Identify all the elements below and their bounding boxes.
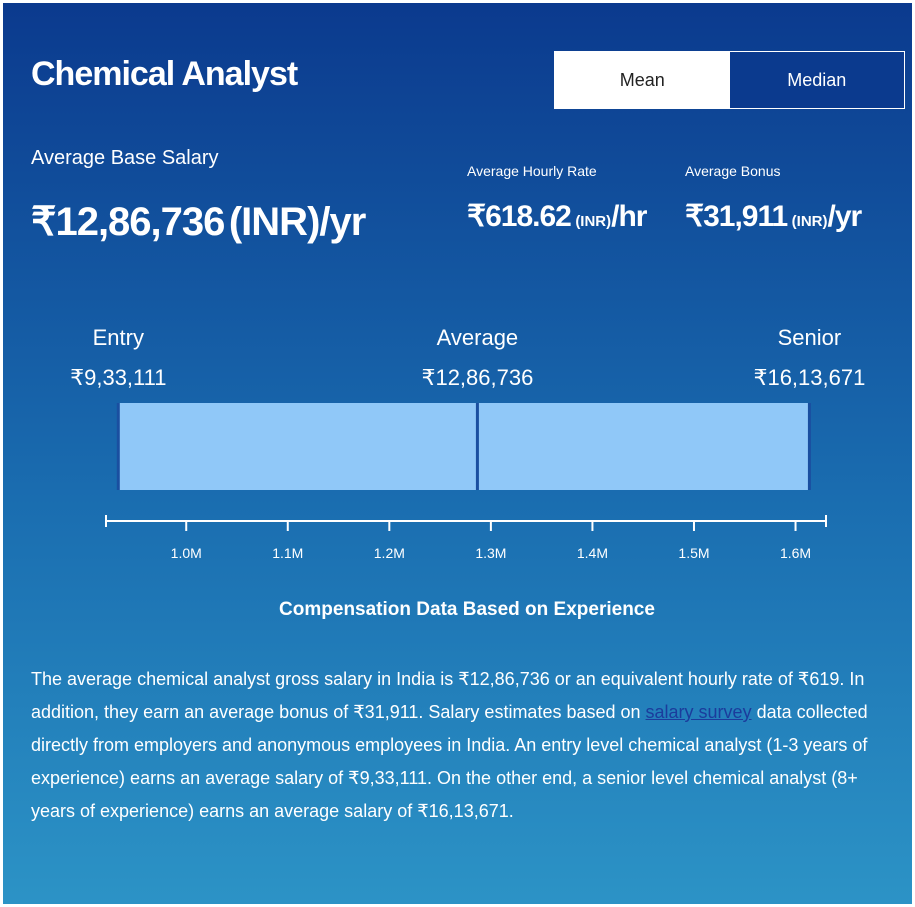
x-tick-label: 1.5M xyxy=(678,545,709,561)
stat-label: Average Base Salary xyxy=(31,147,219,169)
per: /hr xyxy=(611,200,647,233)
stat-value: ₹31,911 (INR)/yr xyxy=(685,199,862,234)
x-tick-label: 1.4M xyxy=(577,545,608,561)
text: data collected directly from employers a… xyxy=(31,702,868,821)
value: ₹12,86,736 xyxy=(31,200,225,244)
value: ₹31,911 xyxy=(685,200,788,233)
level-label: Entry xyxy=(93,325,144,350)
stat-value: ₹12,86,736 (INR)/yr xyxy=(31,199,366,245)
chart-title: Compensation Data Based on Experience xyxy=(279,599,655,620)
unit: (INR) xyxy=(228,200,321,244)
level-value: ₹9,33,111 xyxy=(70,365,166,390)
level-label: Senior xyxy=(778,325,842,350)
x-tick-label: 1.6M xyxy=(780,545,811,561)
x-tick-label: 1.1M xyxy=(272,545,303,561)
level-value: ₹16,13,671 xyxy=(753,365,865,390)
link[interactable]: salary survey xyxy=(645,702,752,722)
stat-label: Average Hourly Rate xyxy=(467,163,597,179)
stat-label: Average Bonus xyxy=(685,163,781,179)
unit: (INR) xyxy=(791,213,828,230)
job-title: Chemical Analyst xyxy=(31,55,298,93)
mean-button[interactable]: Mean xyxy=(555,52,730,108)
range-bar xyxy=(118,403,810,490)
value: ₹618.62 xyxy=(467,200,572,233)
median-button[interactable]: Median xyxy=(729,52,904,108)
text: The average chemical analyst gross salar… xyxy=(31,669,865,722)
range-chart: Compensation Data Based on Experience 1.… xyxy=(70,325,865,620)
per: /yr xyxy=(319,200,366,244)
stat-value: ₹618.62 (INR)/hr xyxy=(467,199,647,234)
level-value: ₹12,86,736 xyxy=(421,365,533,390)
description: The average chemical analyst gross salar… xyxy=(31,663,893,828)
level-label: Average xyxy=(437,325,519,350)
x-tick-label: 1.2M xyxy=(374,545,405,561)
toggle: Mean Median xyxy=(554,51,905,109)
x-tick-label: 1.0M xyxy=(171,545,202,561)
unit: (INR) xyxy=(575,213,612,230)
x-tick-label: 1.3M xyxy=(475,545,506,561)
per: /yr xyxy=(827,200,862,233)
